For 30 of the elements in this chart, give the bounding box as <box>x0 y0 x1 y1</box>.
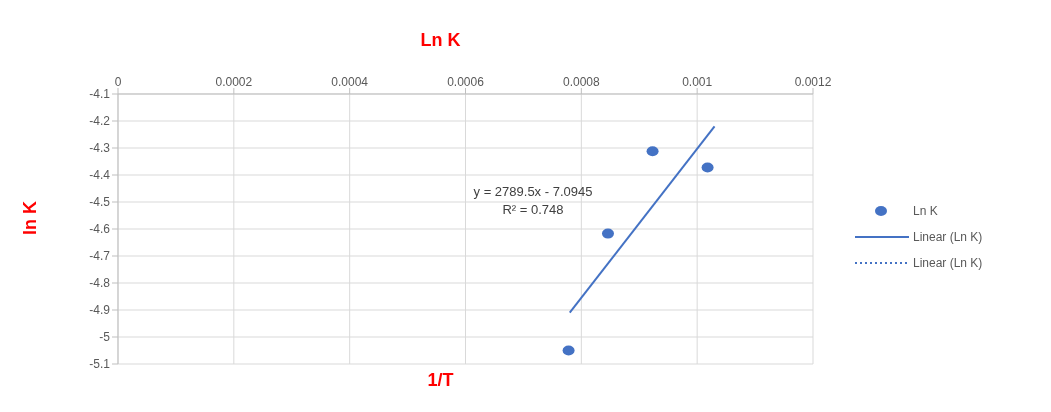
y-tick-label: -5 <box>99 330 111 345</box>
y-axis-title: ln K <box>19 201 41 235</box>
legend-label: Ln K <box>913 204 938 218</box>
x-tick-label: 0.0006 <box>447 75 485 89</box>
y-tick-label: -4.1 <box>89 87 111 102</box>
x-axis-title: 1/T <box>426 370 455 391</box>
y-tick-label: -5.1 <box>89 357 111 372</box>
x-tick-label: 0.0012 <box>794 75 832 89</box>
y-tick-label: -4.3 <box>89 141 111 156</box>
x-tick-label: 0 <box>114 75 122 89</box>
y-tick-label: -4.9 <box>89 303 111 318</box>
y-tick-label: -4.7 <box>89 249 111 264</box>
x-tick-label: 0.0008 <box>562 75 601 89</box>
point <box>601 228 614 239</box>
chart-title: Ln K <box>419 30 462 51</box>
annotation: R² = 0.748 <box>501 202 565 217</box>
y-tick-label: -4.6 <box>89 222 111 237</box>
x-tick-label: 0.001 <box>682 75 713 89</box>
y-tick-label: -4.4 <box>89 168 111 183</box>
point <box>562 345 575 356</box>
x-tick-label: 0.0002 <box>215 75 253 89</box>
y-tick-label: -4.2 <box>89 114 111 129</box>
y-tick-label: -4.8 <box>89 276 111 291</box>
y-tick-label: -4.5 <box>89 195 111 210</box>
point <box>701 162 714 173</box>
x-tick-label: 0.0004 <box>331 75 369 89</box>
point <box>646 146 659 157</box>
annotation: y = 2789.5x - 7.0945 <box>472 184 594 199</box>
legend-label: Linear (Ln K) <box>913 256 983 270</box>
legend-label: Linear (Ln K) <box>913 230 983 244</box>
